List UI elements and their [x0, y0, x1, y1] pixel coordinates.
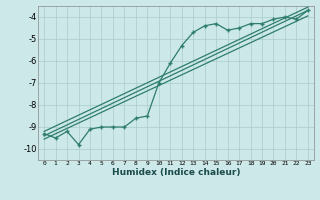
X-axis label: Humidex (Indice chaleur): Humidex (Indice chaleur) [112, 168, 240, 177]
